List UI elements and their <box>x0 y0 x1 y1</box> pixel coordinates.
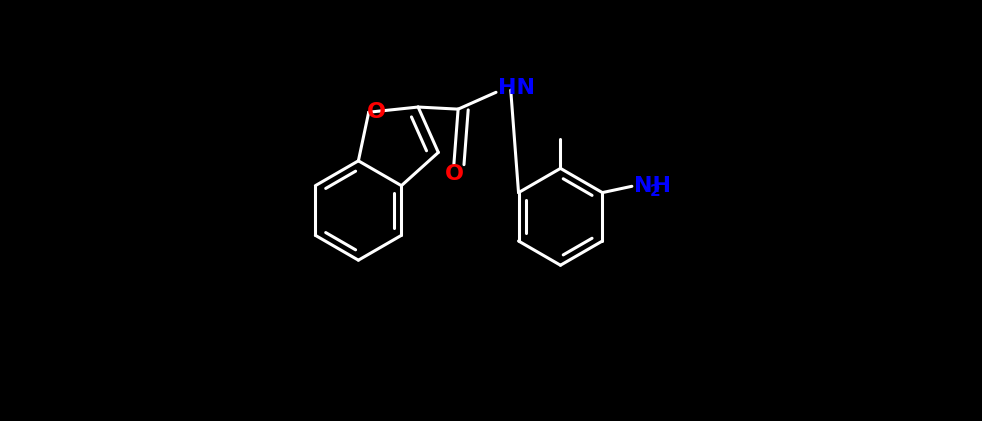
Text: O: O <box>445 164 464 184</box>
Text: HN: HN <box>498 78 535 98</box>
Text: O: O <box>367 102 386 122</box>
Text: 2: 2 <box>650 184 661 199</box>
Text: NH: NH <box>634 176 671 196</box>
